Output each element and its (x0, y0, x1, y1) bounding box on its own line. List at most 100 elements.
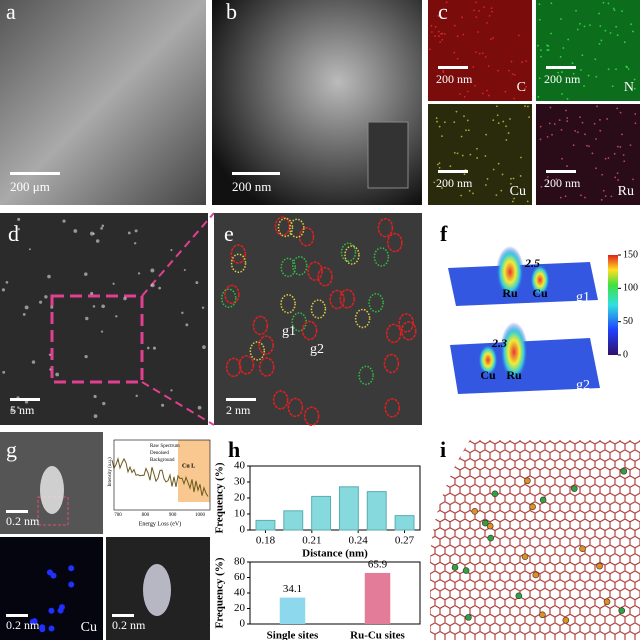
dopant (596, 562, 603, 570)
map-dot (443, 121, 446, 124)
site-marker (258, 357, 275, 377)
map-dot (441, 135, 443, 138)
cu-dot (39, 626, 46, 633)
y-axis-label: Frequency (%) (214, 557, 226, 628)
speck (5, 280, 9, 284)
tick-label: 800 (142, 513, 150, 518)
speck (89, 231, 94, 236)
site-marker (398, 313, 414, 333)
map-dot (477, 31, 480, 33)
scale-bar (112, 614, 134, 617)
dopant (579, 545, 586, 553)
atom-label: Ru (506, 368, 522, 382)
map-dot (583, 25, 586, 28)
element-label: N (624, 80, 634, 95)
scale-label: 0.2 nm (112, 618, 146, 632)
scale-label: 200 nm (436, 72, 473, 86)
dopant (539, 611, 546, 619)
speck (28, 248, 31, 251)
speck (146, 346, 150, 350)
map-dot (558, 119, 561, 122)
speck (100, 226, 103, 230)
map-dot (437, 30, 440, 33)
map-dot (604, 195, 607, 198)
map-dot (611, 85, 614, 88)
map-dot (436, 120, 438, 123)
value-label: 34.1 (283, 583, 302, 595)
dopant (487, 534, 494, 542)
speck (47, 274, 51, 279)
map-dot (598, 12, 600, 15)
speck (202, 345, 206, 349)
dopant (451, 564, 459, 571)
map-dot (601, 173, 604, 176)
site-marker (277, 217, 294, 238)
cu-dot (31, 618, 38, 625)
site-marker (354, 308, 371, 329)
site-marker (377, 217, 394, 238)
map-dot (474, 1, 477, 4)
map-dot (540, 55, 542, 58)
map-dot (502, 120, 505, 123)
map-dot (591, 152, 594, 155)
legend-entry: Background (150, 458, 175, 463)
map-dot (614, 176, 617, 179)
map-ru (536, 104, 640, 205)
map-dot (581, 54, 584, 57)
map-cu (428, 104, 532, 205)
map-dot (453, 51, 456, 54)
speck (62, 219, 66, 223)
site-marker (317, 266, 333, 287)
map-dot (466, 119, 469, 122)
map-dot (475, 16, 478, 19)
speck (31, 360, 36, 364)
site-marker (303, 406, 320, 426)
atom (143, 564, 171, 616)
site-marker (301, 320, 318, 341)
scale-label: 200 nm (544, 72, 581, 86)
map-dot (488, 15, 491, 17)
cu-dot (68, 565, 75, 572)
site-marker (258, 335, 274, 355)
map-n (536, 0, 640, 101)
map-dot (461, 16, 463, 19)
y-tick-label: 10 (234, 508, 246, 520)
map-dot (505, 125, 507, 128)
peak (496, 246, 524, 298)
map-dot (588, 145, 590, 148)
y-tick-label: 0 (240, 524, 246, 536)
dopant (491, 490, 499, 498)
map-dot (560, 18, 562, 20)
speck (133, 242, 137, 245)
map-dot (484, 184, 487, 186)
site-marker (252, 315, 269, 336)
site-marker (307, 261, 323, 281)
y-tick-label: 20 (234, 492, 246, 504)
speck (185, 323, 189, 327)
map-dot (461, 154, 464, 157)
map-dot (525, 85, 527, 88)
x-tick-label: Single sites (267, 630, 319, 640)
edge-label: Cu L (182, 463, 195, 469)
site-marker (310, 299, 327, 319)
map-dot (528, 116, 531, 119)
map-dot (633, 87, 636, 90)
map-dot (462, 33, 465, 36)
map-dot (440, 32, 443, 35)
map-dot (539, 138, 542, 141)
map-dot (484, 56, 487, 58)
scale-bar (438, 66, 468, 69)
map-dot (634, 122, 637, 125)
map-dot (607, 2, 610, 5)
map-dot (576, 28, 579, 31)
map-dot (599, 118, 601, 121)
map-dot (604, 157, 607, 160)
map-dot (475, 51, 477, 54)
map-dot (511, 73, 514, 75)
map-dot (615, 25, 618, 28)
axis-label: Intensity (a.u.) (108, 457, 113, 487)
map-dot (509, 118, 511, 120)
map-dot (610, 195, 613, 198)
map-dot (463, 115, 465, 118)
map-dot (627, 68, 630, 70)
